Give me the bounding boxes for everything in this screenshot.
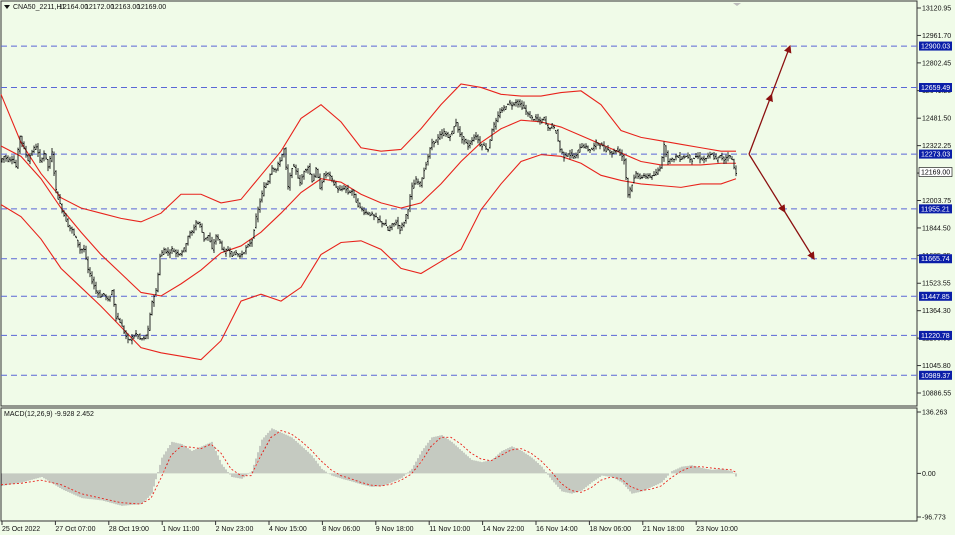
macd-label: MACD(12,26,9) -9.928 2.452 [4,411,94,418]
ohlc-low: 12163.00 [111,4,140,11]
macd-tick-label: 136.263 [922,410,947,417]
price-axis: 13120.9512961.7012802.4512641.2012481.50… [917,6,953,522]
price-tick-label: 12802.45 [922,60,951,67]
price-tick-label: 12961.70 [922,33,951,40]
macd-indicator [0,428,737,506]
macd-tick-label: 0.00 [922,471,936,478]
time-tick-label: 18 Nov 06:00 [589,526,631,533]
macd-panel-frame [0,407,918,522]
time-tick-label: 4 Nov 15:00 [269,526,307,533]
price-bars [1,99,737,345]
forecast-arrow-segment[interactable] [748,93,773,155]
price-tick-label: 10886.55 [922,391,951,398]
level-price-tag [919,41,952,51]
level-price-tag [919,370,952,380]
time-tick-label: 16 Nov 14:00 [536,526,578,533]
price-tick-label: 11844.50 [922,225,951,232]
main-price-panel[interactable] [0,0,918,407]
dropdown-triangle-icon[interactable] [4,5,10,9]
forecast-arrow-head[interactable] [770,44,792,95]
level-price-label: 11665.74 [921,256,950,263]
current-price-label: 12169.00 [921,170,950,177]
price-tick-label: 12322.25 [922,143,951,150]
time-tick-label: 28 Oct 19:00 [109,526,149,533]
time-tick-label: 2 Nov 23:00 [216,526,254,533]
price-tick-label: 12481.50 [922,116,951,123]
level-price-label: 11447.85 [921,294,950,301]
level-price-label: 12273.03 [921,152,950,159]
forecast-arrow-head[interactable] [784,211,815,260]
time-tick-label: 8 Nov 06:00 [322,526,360,533]
level-price-label: 12900.03 [921,44,950,51]
ohlc-high: 12172.00 [85,4,114,11]
time-tick-label: 23 Nov 10:00 [696,526,738,533]
forecast-arrow-segment[interactable] [748,153,786,213]
time-tick-label: 9 Nov 18:00 [376,526,414,533]
shift-marker-icon[interactable] [733,3,741,6]
level-price-label: 11220.78 [921,333,950,340]
main-panel-frame [0,0,918,407]
price-tick-label: 11523.55 [922,281,951,288]
macd-panel[interactable] [0,407,918,522]
current-price-tag [918,167,953,177]
level-price-tag [919,291,952,301]
bollinger-upper-band [0,83,736,223]
level-price-tag [919,330,952,340]
level-price-label: 12659.49 [921,85,950,92]
price-tick-label: 11045.80 [922,363,951,370]
time-tick-label: 11 Nov 10:00 [429,526,470,533]
time-tick-label: 27 Oct 07:00 [55,526,95,533]
symbol-header: CNA50_2211,H1 12164.00 12172.00 12163.00… [4,4,166,11]
macd-signal-line [0,430,737,505]
price-tick-label: 12003.75 [922,198,951,205]
level-price-label: 11955.21 [921,206,950,213]
macd-tick-label: -96.773 [922,515,946,522]
level-price-tag [919,204,952,214]
ohlc-open: 12164.00 [59,4,88,11]
time-tick-label: 1 Nov 11:00 [162,526,199,533]
level-price-label: 10989.37 [921,373,950,380]
symbol-title: CNA50_2211,H1 [13,4,66,11]
forecast-arrows[interactable] [748,44,815,260]
time-tick-label: 14 Nov 22:00 [483,526,525,533]
time-tick-label: 21 Nov 18:00 [643,526,685,533]
level-price-tag [919,149,952,159]
price-tick-label: 13120.95 [922,6,951,13]
price-tick-label: 11364.30 [922,308,951,315]
level-price-tag [919,254,952,264]
level-price-tag [919,83,952,93]
time-tick-label: 25 Oct 2022 [2,526,40,533]
ohlc-close: 12169.00 [137,4,166,11]
time-axis: 25 Oct 2022 27 Oct 07:00 28 Oct 19:00 1 Nov… [1,521,738,533]
